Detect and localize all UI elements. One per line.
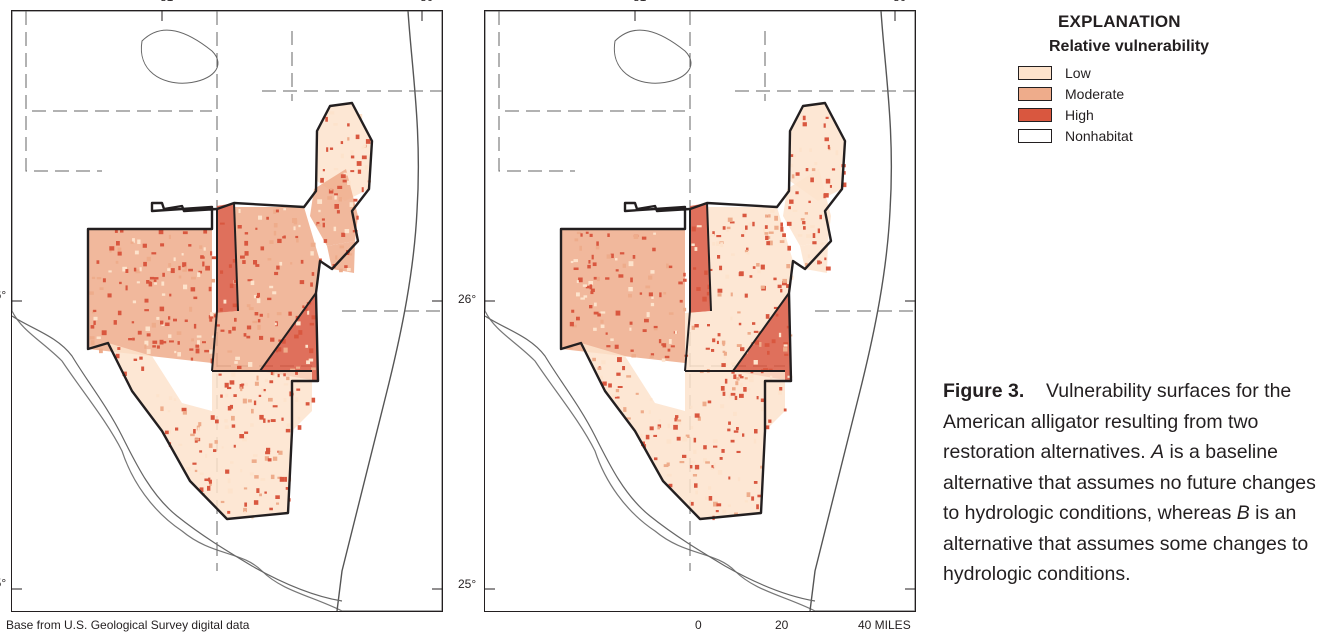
source-note: Base from U.S. Geological Survey digital… xyxy=(6,618,250,632)
legend-swatch-high xyxy=(1018,108,1052,122)
latitude-label-26-a: 26° xyxy=(0,288,7,302)
vulnerability-speckle xyxy=(88,111,371,520)
legend-item-moderate: Moderate xyxy=(1018,85,1124,103)
legend-label-nonhabitat: Nonhabitat xyxy=(1065,128,1133,144)
latitude-label-26-b: 26° xyxy=(458,292,477,306)
scale-label-40-miles: 40 MILES xyxy=(858,618,911,632)
scale-label-20: 20 xyxy=(775,618,789,632)
figure-caption: Figure 3. Vulnerability surfaces for the… xyxy=(943,376,1333,590)
region-north-east xyxy=(316,103,372,201)
caption-italic-b: B xyxy=(1236,502,1250,524)
legend-label-high: High xyxy=(1065,107,1094,123)
map-panel-b xyxy=(484,10,916,612)
longitude-label-81-b: 81 xyxy=(633,0,646,4)
latitude-label-25-b: 25° xyxy=(458,577,477,591)
latitude-label-25-a: 25° xyxy=(0,576,7,590)
caption-text-2: is a baseline alternative that assumes n… xyxy=(943,441,1316,524)
longitude-label-81-a: 81 xyxy=(160,0,173,4)
legend-swatch-nonhabitat xyxy=(1018,129,1052,143)
map-panel-a xyxy=(11,10,443,612)
region-center xyxy=(212,207,320,371)
region-center xyxy=(685,207,793,371)
legend-swatch-moderate xyxy=(1018,87,1052,101)
figure-label: Figure 3. xyxy=(943,380,1025,402)
region-north-east xyxy=(789,103,845,201)
caption-text-3: is an alternative that assumes some chan… xyxy=(943,502,1309,585)
longitude-label-80-a: 80 xyxy=(420,0,433,4)
caption-italic-a: A xyxy=(1151,441,1165,463)
legend-label-moderate: Moderate xyxy=(1065,86,1125,102)
legend-label-low: Low xyxy=(1065,65,1091,81)
region-north-east-2 xyxy=(783,169,831,246)
legend-item-low: Low xyxy=(1018,64,1091,82)
legend-item-nonhabitat: Nonhabitat xyxy=(1018,127,1133,145)
longitude-label-80-b: 80 xyxy=(893,0,906,4)
region-west xyxy=(88,229,212,363)
scale-label-0: 0 xyxy=(695,618,702,632)
region-south xyxy=(108,343,312,519)
region-southeast xyxy=(260,293,318,381)
vulnerability-map-b xyxy=(485,11,915,611)
vulnerability-map-a xyxy=(12,11,442,611)
caption-text-1: Vulnerability surfaces for the American … xyxy=(943,380,1292,463)
legend-subtitle: Relative vulnerability xyxy=(1049,38,1210,55)
legend-item-high: High xyxy=(1018,106,1094,124)
legend-swatch-low xyxy=(1018,66,1052,80)
region-north-east-2 xyxy=(310,169,358,246)
region-south xyxy=(581,343,785,519)
vulnerability-speckle xyxy=(567,115,847,521)
legend-title: EXPLANATION xyxy=(1058,12,1181,31)
